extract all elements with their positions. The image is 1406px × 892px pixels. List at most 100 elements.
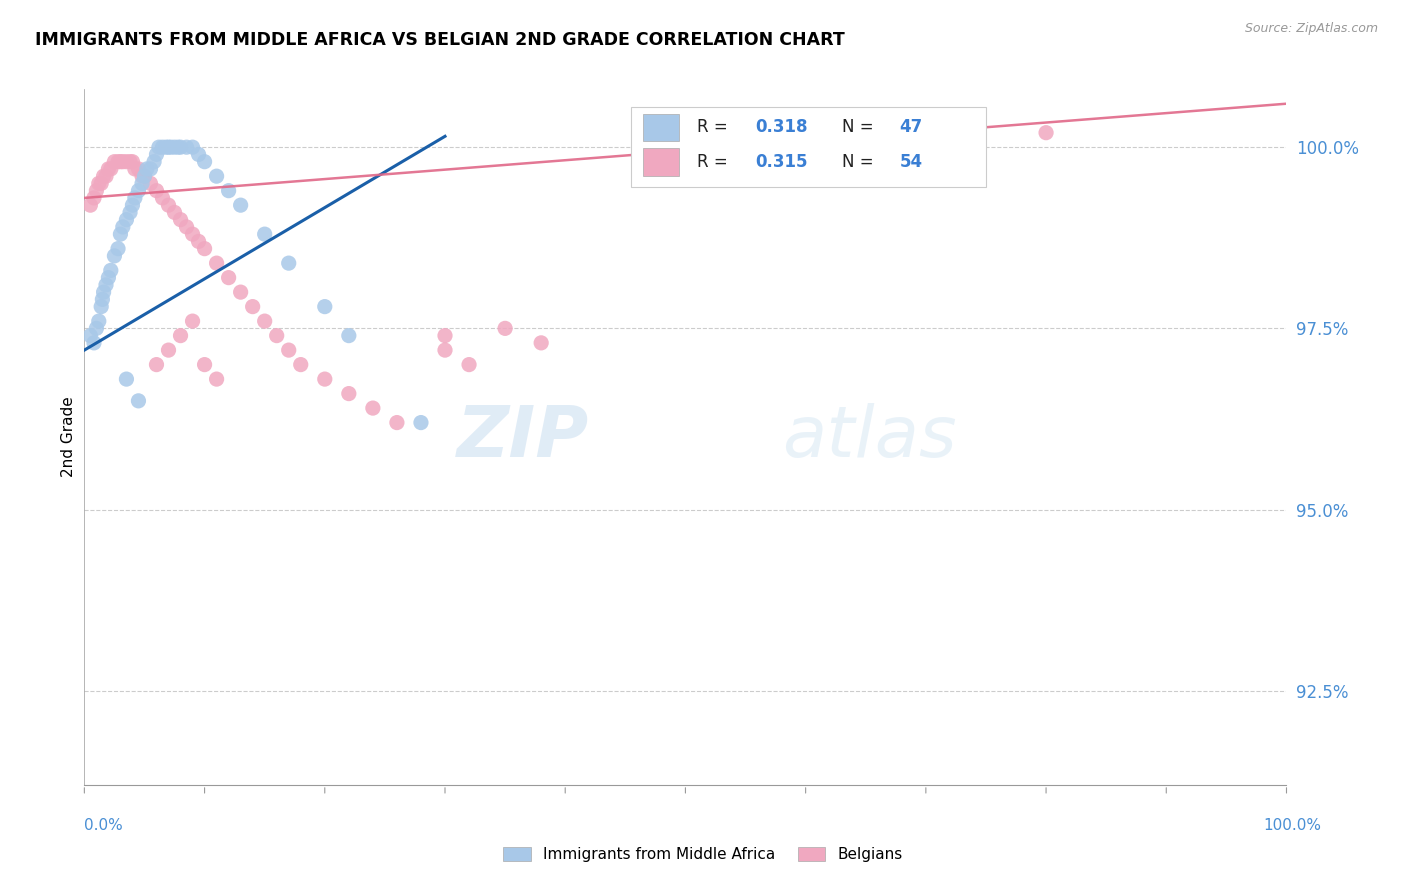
Point [111, 219, 134, 234]
Point [253, 314, 276, 328]
Point [181, 140, 204, 154]
Point [152, 191, 174, 205]
Point [94, 277, 117, 292]
Point [79, 328, 101, 343]
Point [148, 140, 170, 154]
Point [121, 154, 143, 169]
Point [361, 401, 384, 415]
Text: IMMIGRANTS FROM MIDDLE AFRICA VS BELGIAN 2ND GRADE CORRELATION CHART: IMMIGRANTS FROM MIDDLE AFRICA VS BELGIAN… [35, 31, 845, 49]
Point [139, 177, 162, 191]
Point [337, 386, 360, 401]
Point [229, 198, 252, 212]
Point [409, 416, 432, 430]
Point [87, 314, 110, 328]
Point [169, 140, 191, 154]
Point [163, 140, 186, 154]
Point [115, 372, 138, 386]
Point [187, 147, 209, 161]
Point [155, 140, 177, 154]
Point [194, 242, 217, 256]
Point [91, 293, 114, 307]
Point [145, 184, 167, 198]
Point [127, 184, 149, 198]
Point [157, 140, 180, 154]
Point [145, 147, 167, 161]
Text: Source: ZipAtlas.com: Source: ZipAtlas.com [1244, 22, 1378, 35]
Point [266, 328, 288, 343]
Point [169, 328, 191, 343]
Point [145, 358, 167, 372]
Text: atlas: atlas [782, 402, 956, 472]
Text: 0.318: 0.318 [755, 119, 807, 136]
Point [134, 169, 156, 184]
Point [135, 161, 157, 176]
Point [205, 372, 228, 386]
Point [79, 198, 101, 212]
Point [134, 169, 156, 184]
Point [118, 154, 141, 169]
Point [277, 256, 299, 270]
Point [314, 300, 336, 314]
Point [314, 372, 336, 386]
Point [205, 169, 228, 184]
Point [290, 358, 312, 372]
Point [205, 256, 228, 270]
Point [139, 161, 162, 176]
Point [97, 161, 120, 176]
Point [385, 416, 408, 430]
Point [229, 285, 252, 300]
Point [86, 321, 108, 335]
FancyBboxPatch shape [644, 113, 679, 141]
Point [434, 343, 457, 357]
Text: R =: R = [697, 119, 734, 136]
Point [86, 184, 108, 198]
Point [100, 263, 122, 277]
Point [100, 161, 122, 176]
Point [242, 300, 264, 314]
Legend: Immigrants from Middle Africa, Belgians: Immigrants from Middle Africa, Belgians [496, 840, 910, 868]
FancyBboxPatch shape [631, 106, 986, 186]
Point [458, 358, 481, 372]
Point [90, 300, 112, 314]
Point [187, 235, 209, 249]
Point [218, 270, 240, 285]
Point [160, 140, 183, 154]
Point [93, 285, 115, 300]
Point [83, 191, 105, 205]
Point [157, 198, 180, 212]
Point [157, 343, 180, 357]
Point [131, 177, 153, 191]
Point [194, 358, 217, 372]
Text: 54: 54 [900, 153, 922, 171]
Text: 0.315: 0.315 [755, 153, 807, 171]
Point [93, 169, 115, 184]
Text: 0.0%: 0.0% [84, 818, 124, 832]
Point [131, 169, 153, 184]
Point [107, 154, 129, 169]
Point [194, 154, 217, 169]
Point [176, 219, 198, 234]
Point [90, 177, 112, 191]
Point [152, 140, 174, 154]
Text: 47: 47 [900, 119, 922, 136]
Point [277, 343, 299, 357]
Point [127, 393, 149, 408]
Text: ZIP: ZIP [457, 402, 589, 472]
Point [1035, 126, 1057, 140]
Point [176, 140, 198, 154]
Point [494, 321, 516, 335]
Point [127, 161, 149, 176]
Point [115, 212, 138, 227]
Text: N =: N = [842, 153, 879, 171]
Point [181, 314, 204, 328]
Point [124, 191, 146, 205]
Point [110, 227, 132, 241]
Point [434, 328, 457, 343]
Point [167, 140, 190, 154]
Point [143, 154, 166, 169]
Point [97, 270, 120, 285]
Point [94, 169, 117, 184]
FancyBboxPatch shape [644, 148, 679, 177]
Point [218, 184, 240, 198]
Point [103, 249, 125, 263]
